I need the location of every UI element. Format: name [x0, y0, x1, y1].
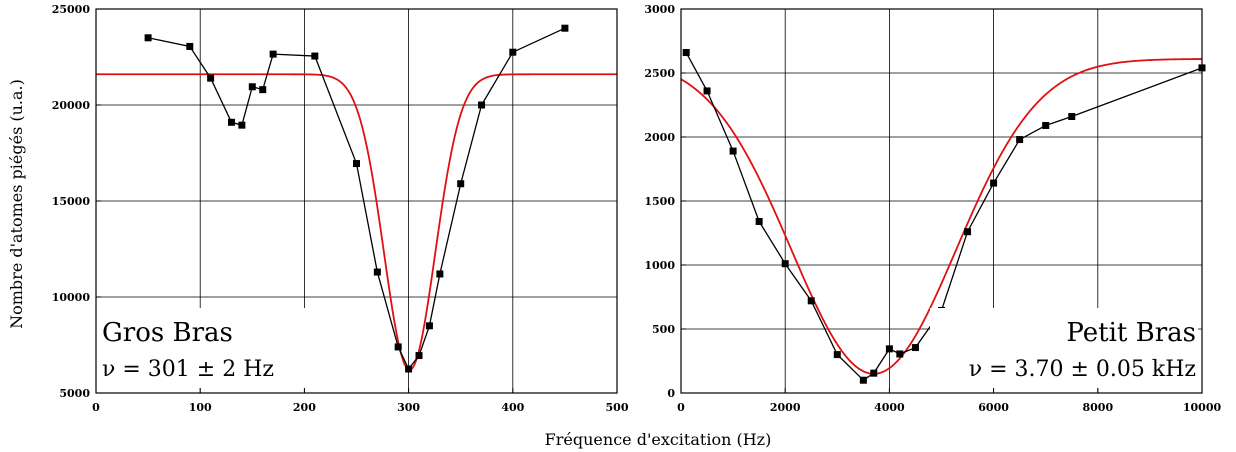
plot-frame: [95, 8, 618, 394]
data-point: [703, 87, 711, 95]
data-point: [807, 297, 815, 305]
data-point: [425, 322, 433, 330]
y-tick-label: 1000: [644, 259, 675, 272]
data-point: [1016, 136, 1024, 144]
chart-panel-gros-bras: 0 100 200 300 400 500 5000 10000 15000 20000 25000…: [52, 3, 629, 414]
x-tick-label: 4000: [874, 401, 905, 414]
y-axis-label: Nombre d'atomes piégés (u.a.): [7, 79, 26, 329]
data-point: [478, 101, 486, 109]
data-point: [885, 345, 893, 353]
annotation-title: Petit Bras: [1066, 318, 1196, 348]
annotation-formula: ν = 301 ± 2 Hz: [102, 357, 274, 382]
data-point: [248, 83, 256, 91]
data-point: [859, 376, 867, 384]
annotation-title: Gros Bras: [102, 318, 233, 348]
data-point: [207, 74, 215, 82]
data-point: [238, 121, 246, 129]
data-point: [436, 270, 444, 278]
y-tick-label: 2500: [644, 67, 675, 80]
y-tick-label: 2000: [644, 131, 675, 144]
fit-curve: [680, 58, 1203, 375]
x-tick-label: 0: [677, 401, 685, 414]
y-tick-label: 20000: [52, 99, 91, 112]
y-tick-label: 15000: [52, 195, 91, 208]
y-tick-label: 25000: [52, 3, 91, 16]
data-point: [457, 180, 465, 188]
data-point: [561, 24, 569, 32]
data-point: [781, 260, 789, 268]
data-point: [911, 344, 919, 352]
y-tick-label: 1500: [644, 195, 675, 208]
data-point: [870, 369, 878, 377]
data-point: [394, 343, 402, 351]
data-point: [269, 50, 277, 58]
x-tick-label: 300: [397, 401, 420, 414]
data-point: [144, 34, 152, 42]
data-point: [186, 42, 194, 50]
annotation-background: [98, 308, 306, 388]
data-point: [259, 86, 267, 94]
data-point: [755, 217, 763, 225]
data-point: [896, 350, 904, 358]
x-tick-label: 2000: [770, 401, 801, 414]
data-point: [373, 268, 381, 276]
x-tick-label: 500: [606, 401, 629, 414]
x-tick-label: 400: [501, 401, 524, 414]
annotation-background: [930, 308, 1198, 388]
x-tick-label: 10000: [1183, 401, 1222, 414]
data-point: [1068, 113, 1076, 121]
data-point: [509, 48, 517, 56]
data-point: [1042, 121, 1050, 129]
data-point: [353, 160, 360, 168]
y-tick-label: 10000: [52, 291, 91, 304]
x-tick-label: 0: [92, 401, 100, 414]
y-tick-label: 500: [652, 323, 675, 336]
data-point: [311, 52, 319, 60]
data-point: [415, 352, 423, 360]
x-axis-label: Fréquence d'excitation (Hz): [545, 430, 772, 449]
y-tick-label: 5000: [59, 387, 90, 400]
data-point: [227, 118, 235, 126]
y-tick-label: 0: [667, 387, 675, 400]
x-tick-label: 6000: [978, 401, 1009, 414]
x-tick-label: 100: [189, 401, 212, 414]
y-tick-label: 3000: [644, 3, 675, 16]
data-point: [833, 351, 841, 359]
chart-panel-petit-bras: 0 2000 4000 6000 8000 10000 0 500 1000 1500 2000 25…: [644, 3, 1221, 414]
fit-curve: [96, 73, 617, 371]
x-tick-label: 8000: [1082, 401, 1113, 414]
x-tick-label: 200: [293, 401, 316, 414]
data-point: [964, 228, 972, 236]
annotation-formula: ν = 3.70 ± 0.05 kHz: [969, 357, 1196, 382]
plot-frame: [680, 8, 1203, 394]
data-point: [682, 49, 690, 57]
data-point: [729, 147, 737, 155]
data-point: [990, 179, 998, 187]
data-point: [405, 365, 413, 373]
